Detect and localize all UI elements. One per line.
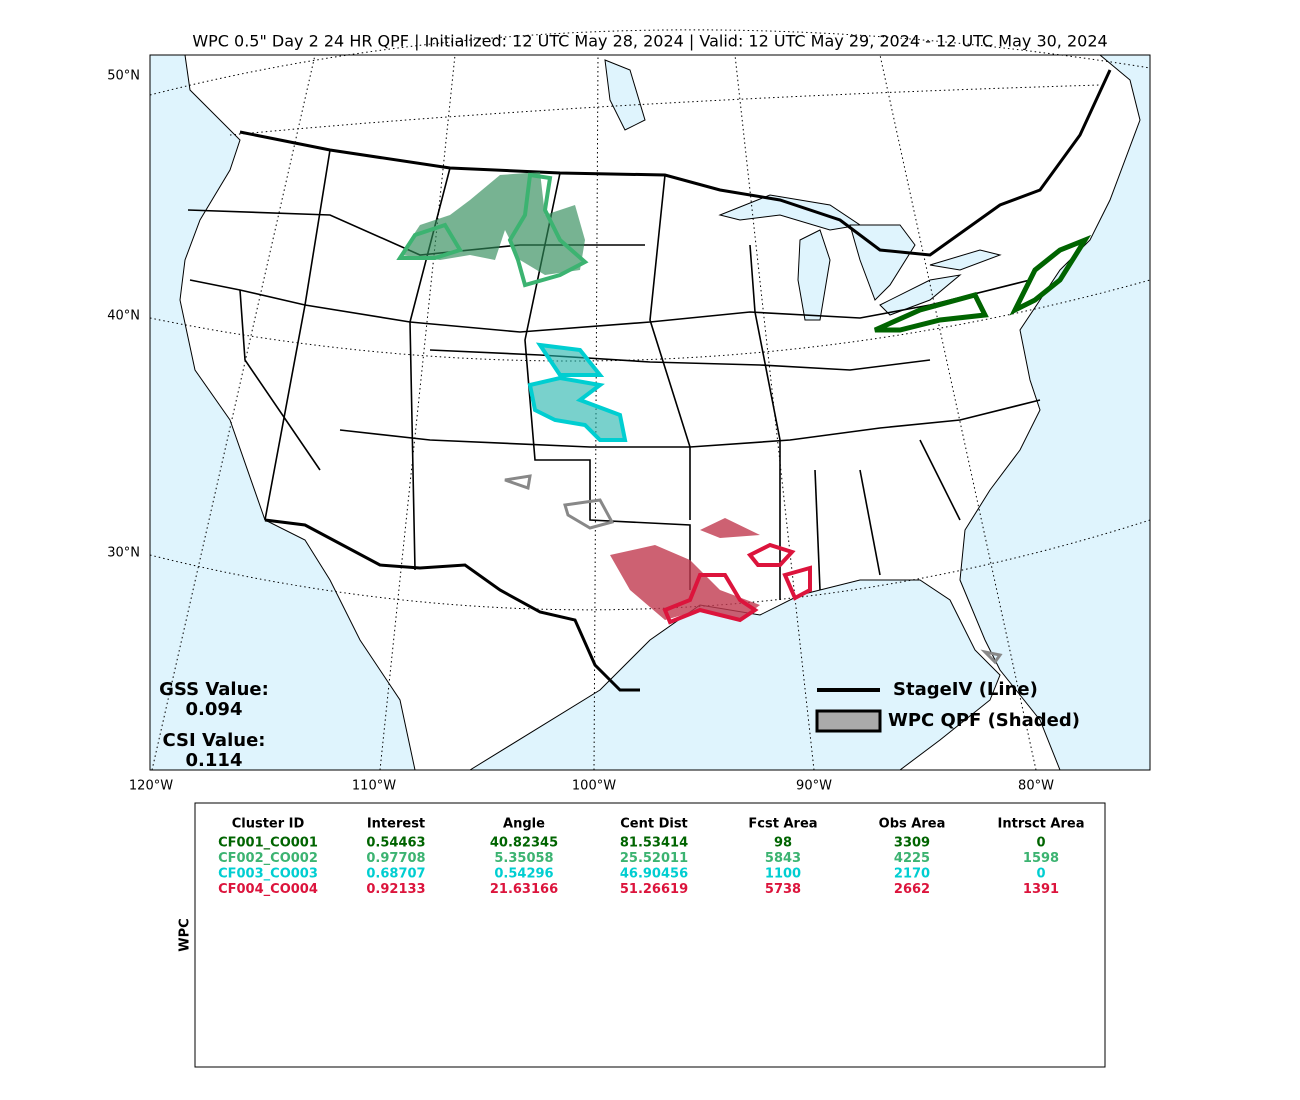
lat-label: 30°N (107, 546, 140, 561)
table-cell: 0.97708 (366, 851, 425, 866)
column-header: Cluster ID (232, 817, 305, 832)
table-cell: 0.92133 (366, 882, 425, 897)
table-cell: CF002_CO002 (218, 851, 318, 866)
lake (929, 249, 1002, 271)
lon-label: 100°W (572, 779, 616, 794)
table-cell: 0.54296 (494, 867, 553, 882)
obs-line (662, 542, 812, 625)
lat-label: 50°N (107, 69, 140, 84)
csi-label: CSI Value: (163, 730, 266, 751)
table-cell: 2170 (894, 867, 930, 882)
table-cell: 0 (1036, 836, 1045, 851)
precip-areas (396, 172, 1092, 665)
title: WPC 0.5" Day 2 24 HR QPF | Initialized: … (192, 32, 1107, 51)
table-cell: 46.90456 (620, 867, 688, 882)
graticule (149, 29, 1151, 771)
table-cell: 5738 (765, 882, 801, 897)
table-cell: 0.54463 (366, 836, 425, 851)
legend-text: WPC QPF (Shaded) (888, 710, 1080, 731)
column-header: Fcst Area (748, 817, 817, 832)
lon-label: 120°W (129, 779, 173, 794)
table-cell: 3309 (894, 836, 930, 851)
map: 50°N 40°N 30°N 120°W 110°W 100°W 90°W 80… (107, 29, 1151, 794)
table-cell: 1598 (1023, 851, 1059, 866)
table-cell: 5.35058 (494, 851, 553, 866)
table-cell: 25.52011 (620, 851, 688, 866)
table-cell: 2662 (894, 882, 930, 897)
table-cell: 98 (774, 836, 792, 851)
lake (849, 224, 916, 301)
column-header: Angle (503, 817, 545, 832)
map-frame (149, 54, 1151, 771)
table-cell: 1100 (765, 867, 801, 882)
table-cell: 21.63166 (490, 882, 558, 897)
obs-line (504, 474, 1003, 665)
table-cell: 0.68707 (366, 867, 425, 882)
legend-text: StageIV (Line) (893, 679, 1038, 700)
table-cell: 0 (1036, 867, 1045, 882)
legend-swatch (815, 709, 882, 733)
qpf-shade (610, 518, 760, 620)
obs-line (873, 234, 1092, 333)
table-cell: 81.53414 (620, 836, 688, 851)
pacific (149, 54, 416, 771)
gss-value: 0.094 (186, 699, 243, 720)
lake (797, 229, 831, 321)
qpf-shade (400, 172, 585, 275)
table-cell: 5843 (765, 851, 801, 866)
lon-label: 90°W (796, 779, 832, 794)
lon-label: 110°W (352, 779, 396, 794)
lon-label: 80°W (1018, 779, 1054, 794)
column-header: Intrsct Area (998, 817, 1085, 832)
lat-label: 40°N (107, 309, 140, 324)
qpf-shade (527, 342, 628, 442)
obs-line (396, 172, 589, 288)
csi-value: 0.114 (186, 750, 243, 771)
column-header: Cent Dist (620, 817, 688, 832)
table-cell: CF001_CO001 (218, 836, 318, 851)
lake (718, 194, 862, 231)
table-cell: 1391 (1023, 882, 1059, 897)
table-cell: 40.82345 (490, 836, 558, 851)
atlantic (959, 54, 1151, 771)
lake (604, 59, 646, 131)
table-cell: CF004_CO004 (218, 882, 318, 897)
gss-label: GSS Value: (159, 679, 269, 700)
table: WPC Cluster ID Interest Angle Cent Dist Fcst… (178, 802, 1106, 1068)
borders (187, 69, 1112, 692)
table-cell: 4225 (894, 851, 930, 866)
table-frame (194, 802, 1106, 1068)
table-cell: CF003_CO003 (218, 867, 318, 882)
table-cell: 51.26619 (620, 882, 688, 897)
column-header: Interest (367, 817, 425, 832)
column-header: Obs Area (879, 817, 946, 832)
side-label: WPC (178, 918, 193, 951)
